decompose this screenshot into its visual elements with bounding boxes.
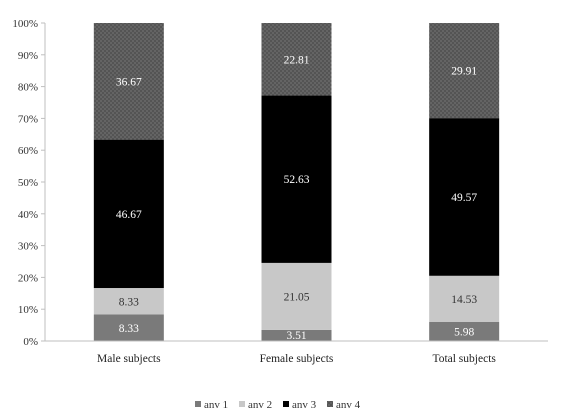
legend-swatch [239, 401, 245, 407]
legend-swatch [327, 401, 333, 407]
legend: anv 1 anv 2 anv 3 anv 4 [195, 399, 361, 411]
bars: 8.33 8.33 46.67 36.67 3.51 21.05 52.63 22.81 5.9… [93, 23, 500, 342]
data-label: 8.33 [119, 296, 139, 308]
data-label: 29.91 [451, 66, 477, 78]
x-category-label: Male subjects [97, 353, 161, 365]
data-label: 22.81 [284, 54, 310, 66]
y-tick-label: 80% [18, 82, 38, 94]
bar-segment-anv-1 [261, 329, 332, 341]
y-tick-label: 100% [12, 18, 38, 30]
bar-segment-anv-3 [261, 95, 332, 263]
bar-segment-anv-3 [93, 139, 164, 289]
data-label: 36.67 [116, 76, 142, 88]
bar-segment-anv-2 [429, 275, 500, 322]
bar-segment-anv-4 [93, 23, 164, 140]
data-label: 3.51 [286, 330, 306, 342]
legend-label: anv 3 [292, 399, 317, 411]
x-axis: Male subjects Female subjects Total subjec… [45, 340, 548, 365]
legend-label: anv 2 [248, 399, 272, 411]
bar-segment-anv-4 [261, 23, 332, 96]
legend-label: anv 4 [336, 399, 361, 411]
x-category-label: Female subjects [260, 353, 334, 365]
y-tick-label: 0% [23, 336, 38, 348]
y-tick-label: 40% [18, 209, 38, 221]
bar-segment-anv-3 [429, 118, 500, 276]
y-tick-label: 90% [18, 50, 38, 62]
data-label: 8.33 [119, 323, 139, 335]
y-tick-label: 70% [18, 113, 38, 125]
data-label: 46.67 [116, 209, 142, 221]
data-label: 14.53 [451, 294, 477, 306]
y-tick-label: 10% [18, 304, 38, 316]
y-tick-label: 50% [18, 177, 38, 189]
y-tick-label: 20% [18, 272, 38, 284]
legend-label: anv 1 [204, 399, 228, 411]
bar-segment-anv-1 [93, 314, 164, 341]
bar-segment-anv-2 [93, 288, 164, 315]
y-axis: 0% 10% 20% 30% 40% 50% 60% 70% 80% 90% 100% [12, 18, 46, 348]
data-label: 52.63 [284, 174, 310, 186]
data-label: 21.05 [284, 291, 310, 303]
bar-segment-anv-2 [261, 262, 332, 330]
legend-swatch [283, 401, 289, 407]
data-label: 49.57 [451, 192, 477, 204]
bar-segment-anv-1 [429, 321, 500, 341]
bar-segment-anv-4 [429, 23, 500, 119]
y-tick-label: 60% [18, 145, 38, 157]
y-tick-label: 30% [18, 241, 38, 253]
legend-swatch [195, 401, 201, 407]
data-label: 5.98 [454, 326, 474, 338]
x-category-label: Total subjects [432, 353, 496, 365]
